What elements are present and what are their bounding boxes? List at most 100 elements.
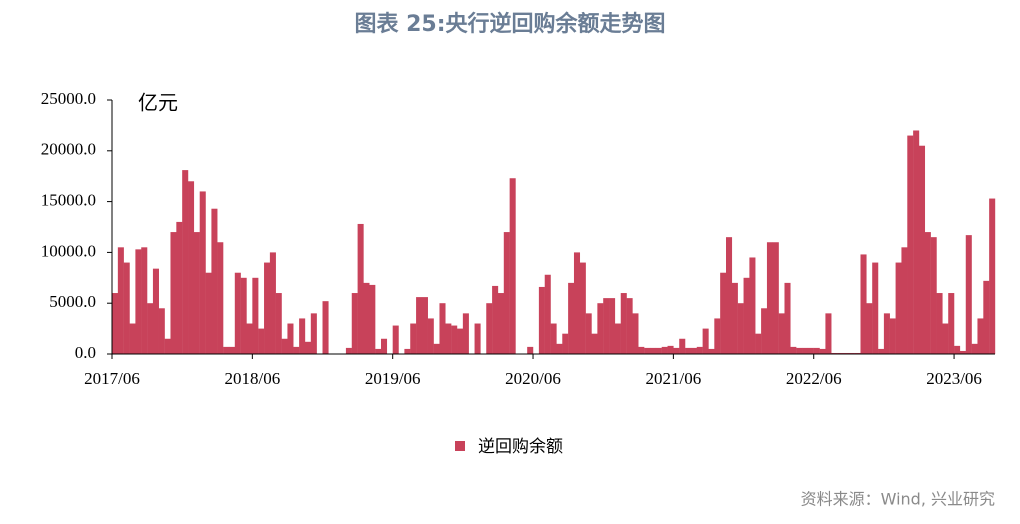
bar [649,347,657,354]
bar [322,301,329,354]
bar [568,282,575,354]
bar [497,293,504,354]
bar [837,352,844,354]
bar [170,232,177,354]
bar [948,293,955,354]
bar [954,345,961,354]
bar [989,198,996,354]
bar [234,272,241,354]
bar [644,347,651,354]
bar [439,303,446,354]
bar [433,343,440,354]
bar [726,237,733,354]
bar [223,346,230,354]
x-tick-label: 2021/06 [646,369,702,388]
bar [796,347,803,354]
bar [761,308,768,354]
bar [503,232,510,354]
bar [141,247,148,354]
bar [299,318,306,354]
bar [135,249,142,354]
bar [217,242,224,354]
bar [427,318,434,354]
bar [895,262,902,354]
bar [129,323,136,354]
bar [117,247,124,354]
bar [889,318,896,354]
bar [357,223,364,354]
bar [416,297,423,354]
bar [509,178,516,354]
bar [924,232,931,354]
bar [778,313,785,354]
bar [854,352,861,354]
bar [790,346,797,354]
legend-swatch [455,441,465,451]
bar [228,346,236,354]
bar [749,257,756,354]
bar [667,345,674,354]
bar [205,272,212,354]
bar [246,323,253,354]
y-tick-label: 10000.0 [41,241,96,260]
bar [474,323,481,354]
legend-label: 逆回购余额 [478,437,563,457]
bar [363,282,370,354]
bar [585,313,592,354]
bar [685,347,692,354]
bar [872,262,879,354]
bar [421,297,428,354]
bar [755,333,762,354]
bar [199,191,206,354]
bar [959,350,966,354]
bar [866,303,873,354]
bar [983,280,990,354]
bar [258,328,265,354]
bar [720,272,727,354]
bar [591,333,598,354]
bar [930,237,937,354]
bar [182,170,189,354]
x-tick-label: 2019/06 [365,369,421,388]
bar [848,352,855,354]
bar [544,274,551,354]
bar [410,323,417,354]
bar [304,341,312,354]
bar [901,247,908,354]
bar [486,303,493,354]
bar [112,293,119,354]
bar [907,135,914,354]
bar [638,346,645,354]
bar [819,348,826,354]
bar [977,318,984,354]
bar [813,347,820,354]
source: 资料来源：Wind, 兴业研究 [801,490,995,509]
bar [620,293,627,354]
bar [211,208,218,354]
bar [936,293,943,354]
bar [538,286,545,354]
bar [404,348,411,354]
bar [714,318,721,354]
bar [696,346,703,354]
bar [731,282,738,354]
x-tick-label: 2020/06 [505,369,561,388]
x-tick-label: 2023/06 [926,369,982,388]
bar [310,313,317,354]
chart-title: 图表 25:央行逆回购余额走势图 [354,11,665,37]
bar [392,325,399,354]
bar [708,348,715,354]
bar [269,252,276,354]
bar [451,325,458,354]
bar [579,262,586,354]
bar [597,303,604,354]
bar [766,242,773,354]
bar [573,252,581,354]
y-tick-label: 0.0 [75,343,96,362]
bar [965,235,972,354]
bar [252,277,259,354]
bar [609,298,616,354]
bar [556,343,563,354]
x-tick-label: 2018/06 [224,369,280,388]
